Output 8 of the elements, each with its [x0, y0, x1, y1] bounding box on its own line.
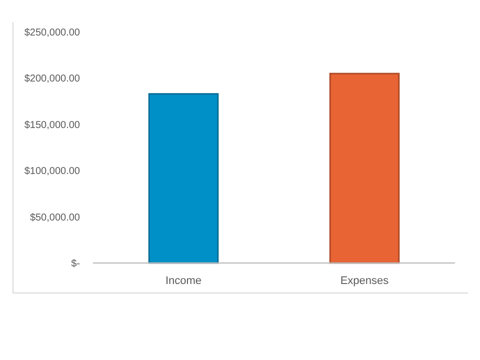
x-tick-label: Income	[165, 274, 202, 287]
y-tick-label: $-	[71, 258, 80, 270]
x-tick-label: Expenses	[340, 274, 390, 287]
y-tick-label: $200,000.00	[24, 74, 80, 85]
y-tick-label: $150,000.00	[24, 120, 80, 131]
y-tick-label: $50,000.00	[30, 212, 80, 224]
y-tick-label: $100,000.00	[24, 166, 80, 178]
y-tick-label: $250,000.00	[24, 28, 80, 38]
